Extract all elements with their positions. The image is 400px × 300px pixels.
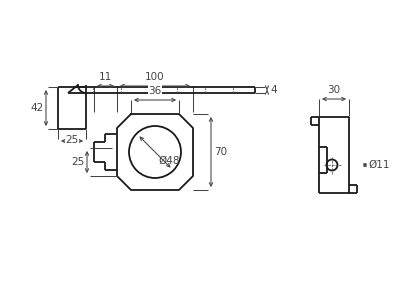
Text: 42: 42: [31, 103, 44, 113]
Text: 100: 100: [145, 72, 165, 82]
Text: 4: 4: [270, 85, 277, 95]
Text: 30: 30: [328, 85, 340, 95]
Text: 70: 70: [214, 147, 227, 157]
Text: 25: 25: [72, 157, 85, 167]
Text: 11: 11: [99, 72, 112, 82]
Text: 25: 25: [65, 135, 79, 145]
Text: Ø11: Ø11: [368, 160, 390, 170]
Text: Ø48: Ø48: [158, 156, 180, 166]
Text: 36: 36: [148, 86, 162, 96]
